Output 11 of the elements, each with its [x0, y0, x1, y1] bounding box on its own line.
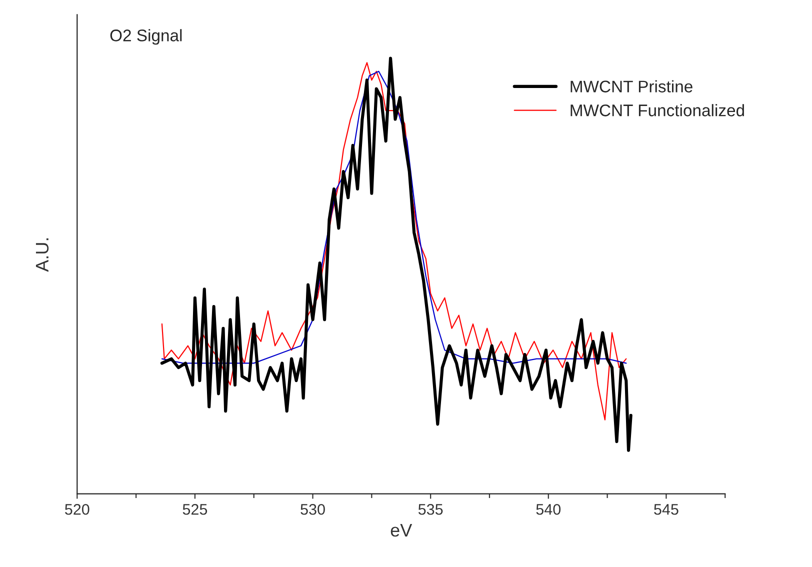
chart-title: O2 Signal: [110, 29, 182, 45]
x-tick-label: 525: [182, 504, 208, 515]
x-tick-label: 545: [654, 504, 678, 515]
x-tick-label: 520: [65, 504, 90, 515]
x-tick-label: 530: [300, 504, 325, 515]
x-tick-label: 535: [418, 504, 443, 515]
legend-label: MWCNT Pristine: [570, 80, 692, 92]
legend-label: MWCNT Functionalized: [570, 104, 744, 116]
y-axis-title: A.U.: [36, 238, 49, 272]
x-axis-title: eV: [390, 524, 412, 537]
x-tick-label: 540: [536, 504, 561, 515]
